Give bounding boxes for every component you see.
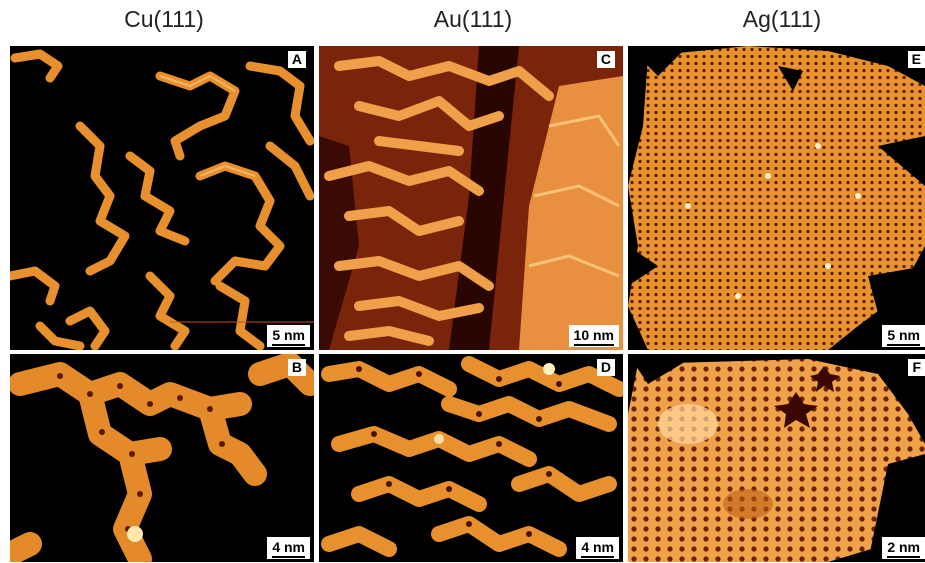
stm-image-panel-c: C 10 nm [319,46,623,350]
scale-line-f [887,556,920,558]
scale-line-b [272,556,305,558]
scale-bar-c: 10 nm [568,325,619,347]
stm-image-f [628,354,925,562]
panel-letter-e: E [907,51,925,68]
panel-letter-a: A [287,51,306,68]
column-title-cu: Cu(111) [124,6,204,32]
stm-image-b [10,354,314,562]
stm-image-panel-a: A 5 nm [10,46,314,350]
scale-label-c: 10 nm [573,327,614,343]
stm-image-e [628,46,925,350]
stm-image-a [10,46,314,350]
column-title-ag: Ag(111) [742,6,822,32]
stm-image-d [319,354,623,562]
scale-label-a: 5 nm [272,327,305,343]
scale-line-e [887,344,920,346]
scale-line-d [581,556,614,558]
stm-image-panel-e: E 5 nm [628,46,925,350]
scale-line-c [573,344,614,346]
panel-letter-f: F [908,359,925,376]
scale-label-b: 4 nm [272,539,305,555]
panel-letter-b: B [287,359,306,376]
scale-label-d: 4 nm [581,539,614,555]
stm-image-panel-b: B 4 nm [10,354,314,562]
panel-letter-c: C [596,51,615,68]
scale-label-e: 5 nm [887,327,920,343]
scale-bar-a: 5 nm [267,325,310,347]
panel-letter-d: D [596,359,615,376]
scale-bar-f: 2 nm [882,537,925,559]
scale-bar-e: 5 nm [882,325,925,347]
scale-label-f: 2 nm [887,539,920,555]
stm-image-panel-d: D 4 nm [319,354,623,562]
stm-image-c [319,46,623,350]
scale-bar-b: 4 nm [267,537,310,559]
scale-line-a [272,344,305,346]
column-title-au: Au(111) [433,6,513,32]
scale-bar-d: 4 nm [576,537,619,559]
stm-image-panel-f: F 2 nm [628,354,925,562]
